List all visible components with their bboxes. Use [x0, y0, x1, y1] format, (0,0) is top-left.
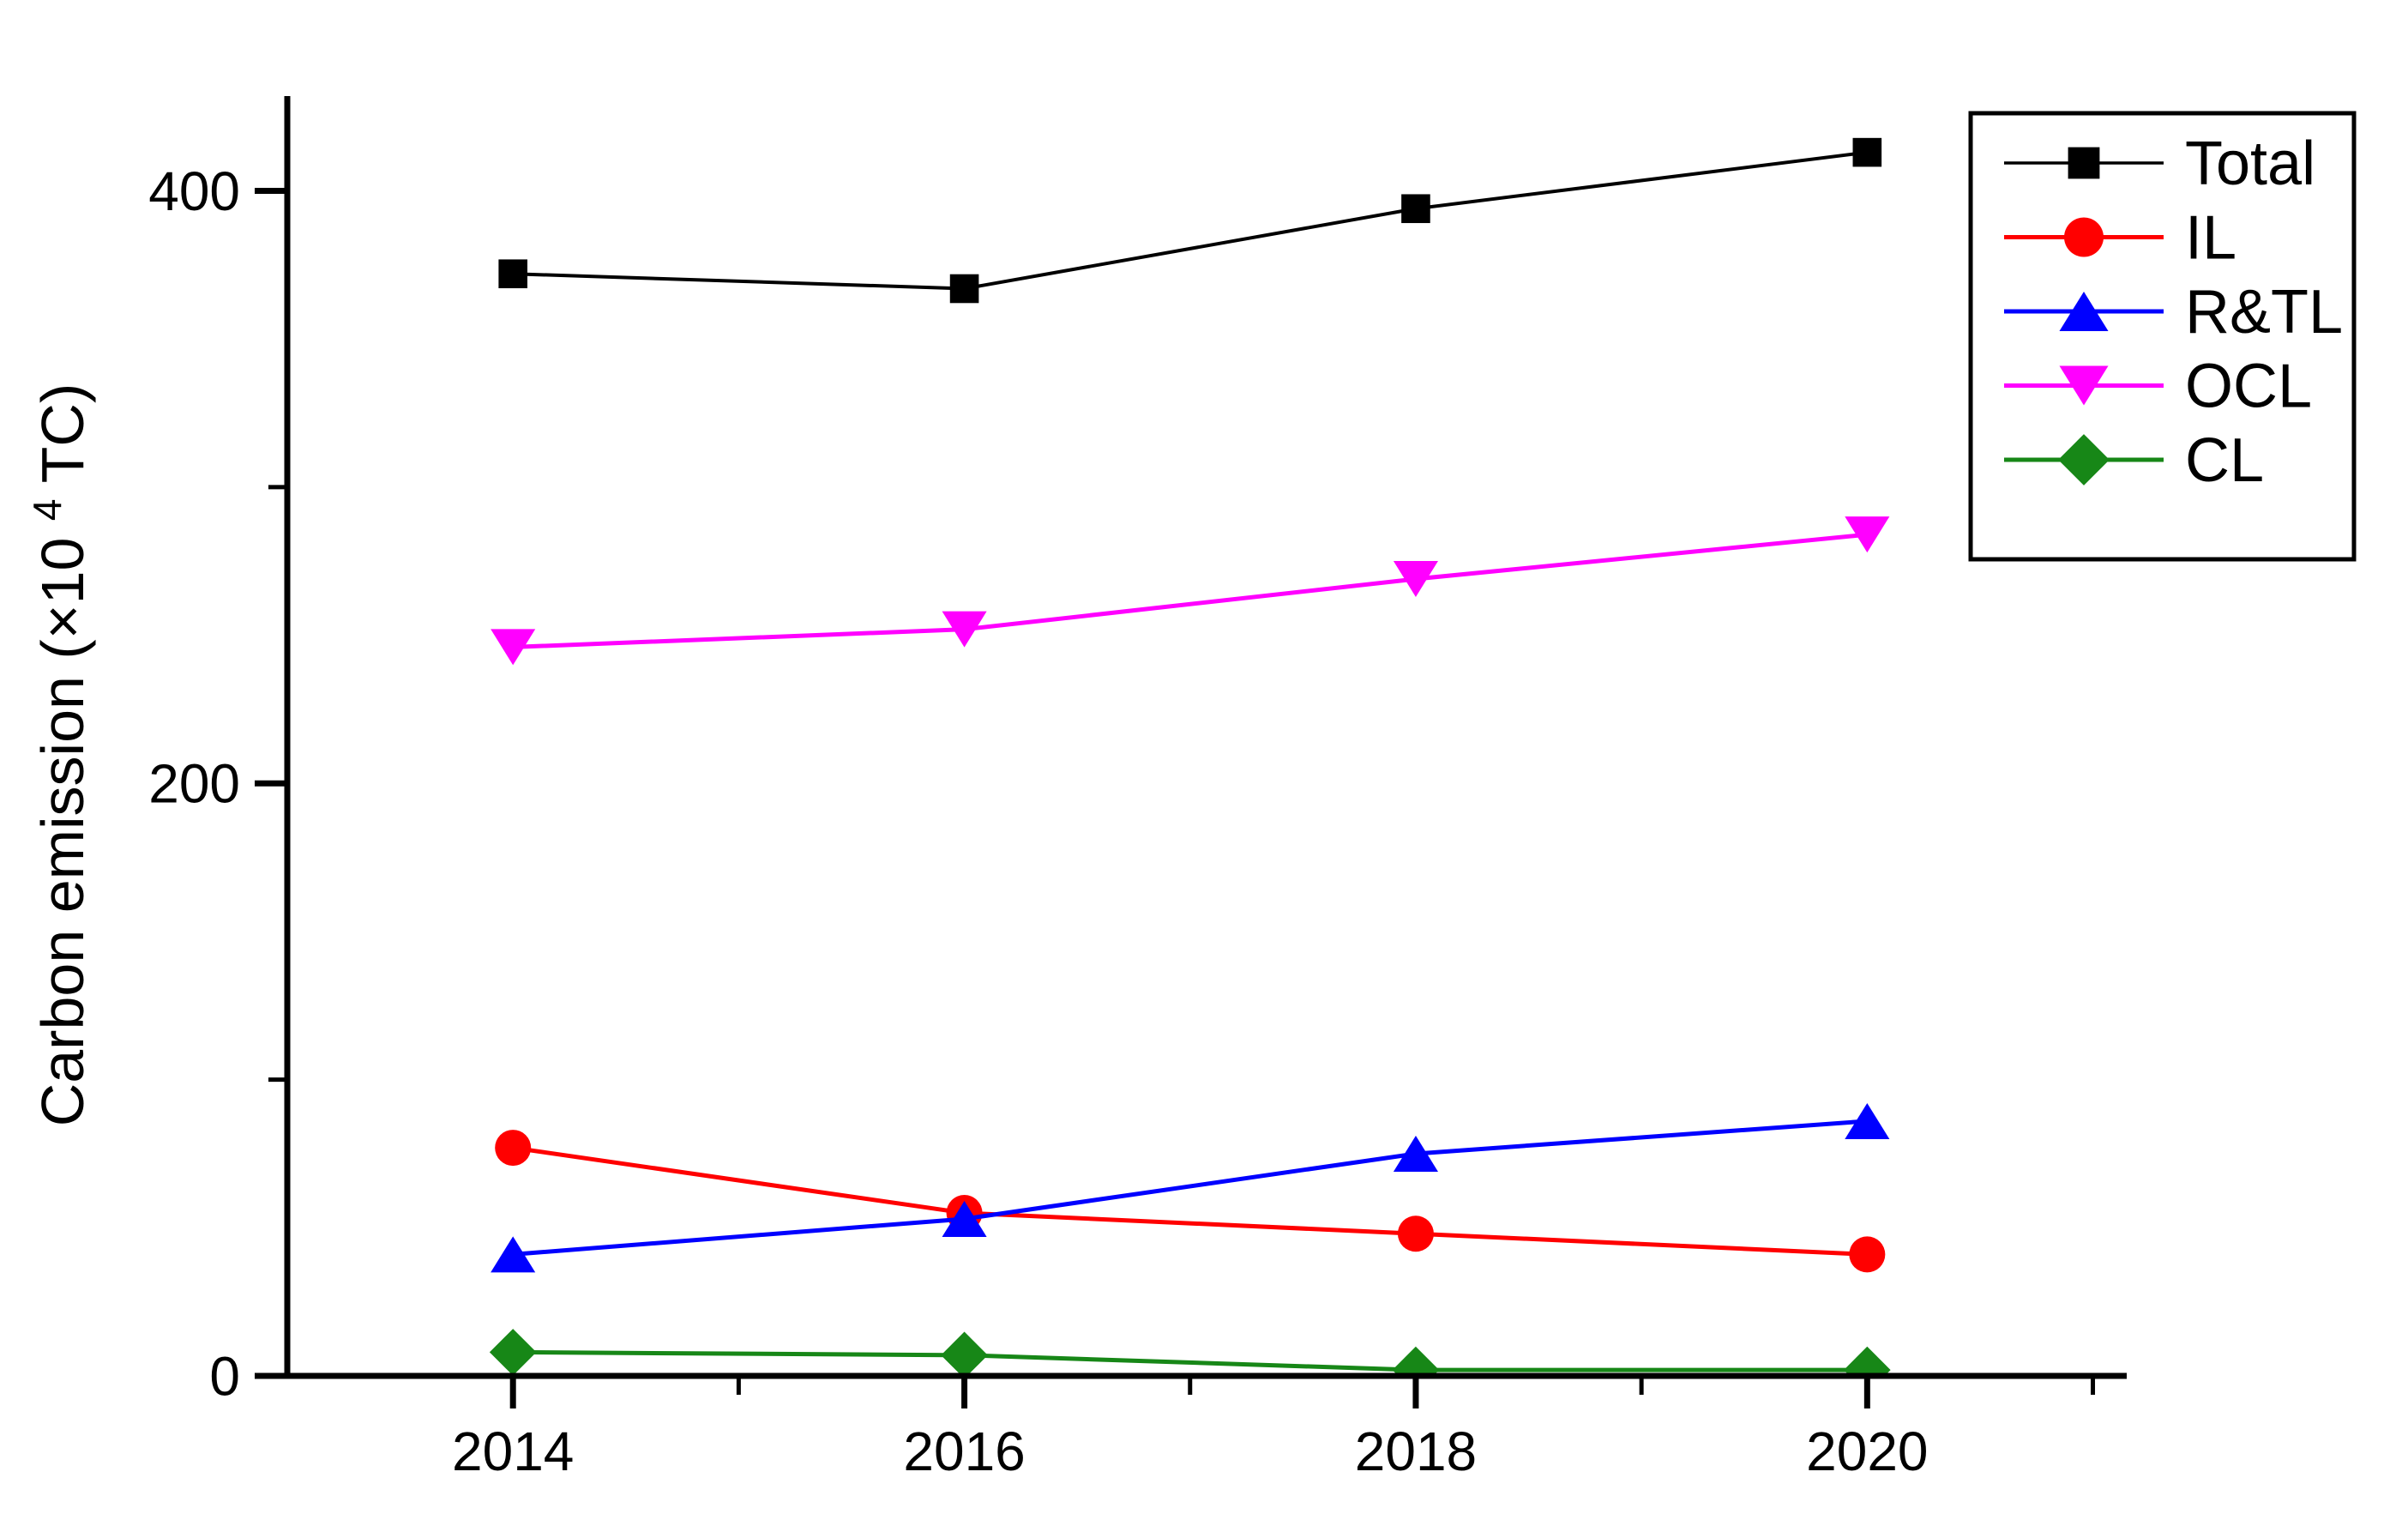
axis-lines: [284, 96, 2127, 1379]
data-point-triangle-down: [1393, 560, 1438, 597]
legend-label: CL: [2185, 426, 2264, 495]
series-line-triangle-down: [513, 532, 1868, 649]
legend-marker-diamond: [2058, 434, 2110, 486]
legend-label: OCL: [2185, 353, 2312, 421]
legend-marker-circle: [2064, 217, 2104, 257]
data-point-triangle-down: [942, 611, 987, 648]
data-point-triangle-down: [1845, 516, 1890, 553]
data-point-diamond: [1844, 1346, 1891, 1376]
series-line-diamond: [513, 1349, 1868, 1372]
x-tick-label: 2020: [1806, 1421, 1928, 1482]
legend-entry: Total: [2004, 130, 2315, 198]
data-point-circle: [495, 1130, 532, 1167]
data-point-triangle-up: [491, 1236, 536, 1273]
x-tick-label: 2018: [1355, 1421, 1477, 1482]
y-axis-title: Carbon emission (×10 4 TC): [7, 383, 96, 1127]
data-point-square: [949, 274, 979, 304]
data-point-circle: [1397, 1215, 1434, 1252]
y-tick-label: 0: [209, 1345, 240, 1407]
y-tick-label: 200: [148, 753, 240, 815]
data-point-diamond: [1392, 1346, 1440, 1376]
data-point-diamond: [489, 1329, 537, 1376]
data-point-triangle-up: [1393, 1135, 1438, 1172]
data-point-triangle-up: [1845, 1102, 1890, 1139]
data-point-square: [1401, 194, 1430, 224]
legend-entry: IL: [2004, 204, 2236, 273]
legend-entry: R&TL: [2004, 278, 2343, 347]
legend-label: Total: [2185, 130, 2315, 198]
data-series: [489, 137, 1891, 1376]
legend-box: [1968, 111, 2357, 562]
y-axis-title-suffix: TC): [29, 383, 96, 484]
x-tick-label: 2016: [903, 1421, 1025, 1482]
data-point-diamond: [941, 1331, 988, 1376]
data-point-triangle-down: [491, 629, 536, 666]
legend-entry: OCL: [2004, 353, 2312, 421]
legend-marker-square: [2068, 147, 2100, 179]
series-line-square: [513, 150, 1868, 291]
data-point-triangle-up: [942, 1200, 987, 1237]
y-axis-title-superscript: 4: [25, 499, 69, 522]
legend-entry: CL: [2004, 426, 2264, 495]
data-point-square: [498, 259, 527, 289]
legend-label: R&TL: [2185, 278, 2343, 347]
data-point-square: [1852, 137, 1882, 167]
y-tick-label: 400: [148, 160, 240, 222]
legend-label: IL: [2185, 204, 2236, 273]
legend-marker-triangle-down: [2059, 365, 2109, 406]
series-line-circle: [512, 1145, 1868, 1257]
data-point-circle: [1849, 1236, 1886, 1273]
x-tick-label: 2014: [452, 1421, 574, 1482]
legend-marker-triangle-up: [2059, 292, 2109, 331]
series-line-triangle-up: [512, 1119, 1868, 1257]
y-axis-title-prefix: Carbon emission (×10: [29, 538, 96, 1127]
axis-ticks: 0 200 400 2014 2016 2018 2020: [148, 160, 2096, 1482]
